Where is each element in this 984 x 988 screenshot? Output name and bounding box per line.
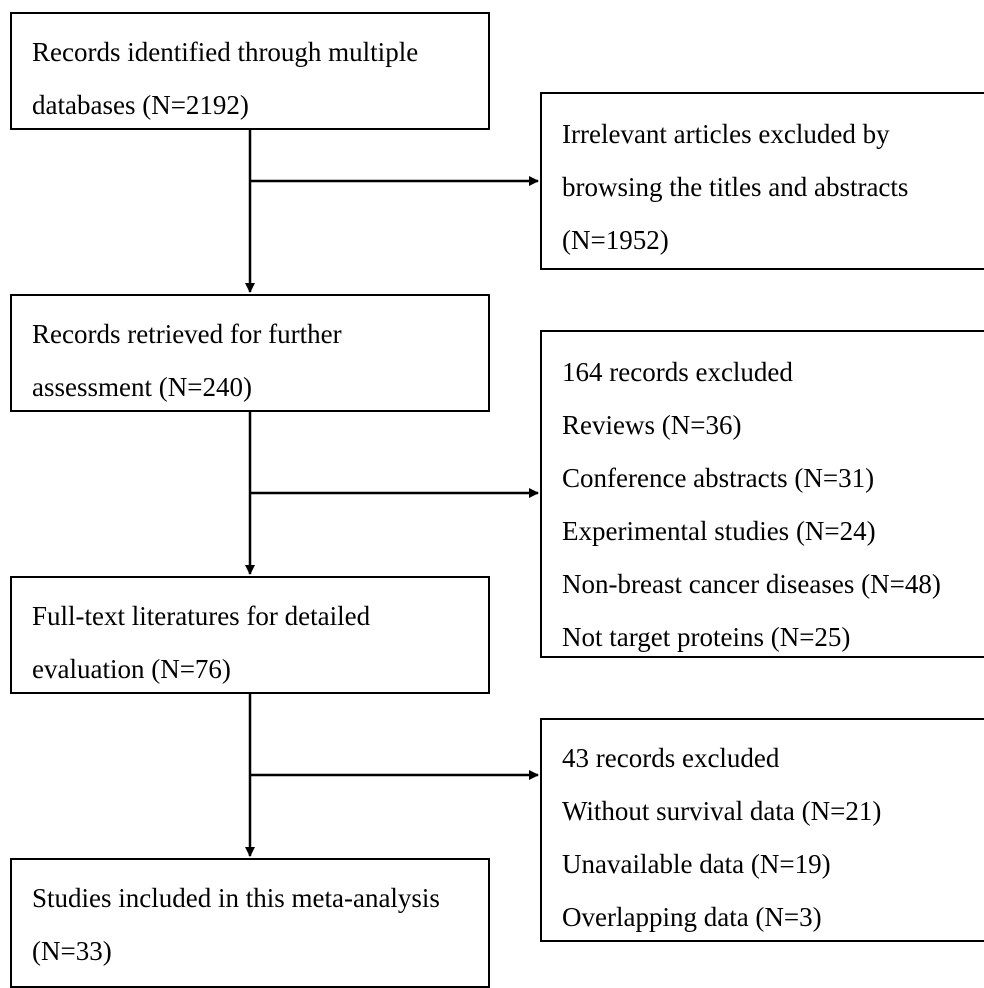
step-studies-included: Studies included in this meta-analysis (… [10,858,490,988]
step-full-text-evaluation: Full-text literatures for detailed evalu… [10,576,490,694]
exclusion-line: Not target proteins (N=25) [562,622,851,652]
exclusion-164-records: 164 records excluded Reviews (N=36) Conf… [540,330,984,658]
exclusion-line: Experimental studies (N=24) [562,516,876,546]
exclusion-irrelevant-articles: Irrelevant articles excluded by browsing… [540,92,984,270]
exclusion-line: (N=1952) [562,225,669,255]
step-line: assessment (N=240) [32,372,252,402]
exclusion-line: Reviews (N=36) [562,410,742,440]
step-line: Records retrieved for further [32,319,342,349]
step-line: Full-text literatures for detailed [32,601,371,631]
step-line: Studies included in this meta-analysis [32,883,440,913]
exclusion-line: 164 records excluded [562,357,793,387]
exclusion-line: 43 records excluded [562,743,780,773]
step-line: databases (N=2192) [32,90,249,120]
exclusion-line: Non-breast cancer diseases (N=48) [562,569,941,599]
exclusion-line: browsing the titles and abstracts [562,172,909,202]
exclusion-43-records: 43 records excluded Without survival dat… [540,718,984,942]
step-line: evaluation (N=76) [32,654,231,684]
exclusion-line: Overlapping data (N=3) [562,902,822,932]
exclusion-line: Without survival data (N=21) [562,796,882,826]
exclusion-line: Irrelevant articles excluded by [562,119,890,149]
step-records-identified: Records identified through multiple data… [10,12,490,130]
step-records-retrieved: Records retrieved for further assessment… [10,294,490,412]
exclusion-line: Conference abstracts (N=31) [562,463,875,493]
step-line: (N=33) [32,936,112,966]
exclusion-line: Unavailable data (N=19) [562,849,831,879]
step-line: Records identified through multiple [32,37,419,67]
